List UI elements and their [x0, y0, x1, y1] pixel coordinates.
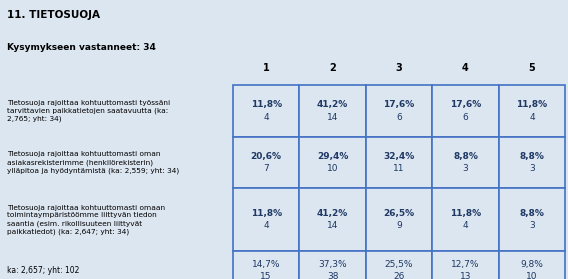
Text: 4: 4: [462, 62, 469, 73]
Text: 4: 4: [463, 221, 468, 230]
Text: 3: 3: [462, 164, 469, 173]
Text: 8,8%: 8,8%: [520, 209, 544, 218]
Text: 1: 1: [263, 62, 269, 73]
Text: Kysymykseen vastanneet: 34: Kysymykseen vastanneet: 34: [7, 43, 156, 52]
Text: 3: 3: [529, 221, 535, 230]
Text: 11,8%: 11,8%: [450, 209, 481, 218]
Text: 29,4%: 29,4%: [317, 152, 348, 161]
Text: 12,7%: 12,7%: [451, 260, 480, 269]
Text: 6: 6: [396, 112, 402, 122]
Text: 17,6%: 17,6%: [450, 100, 481, 109]
Text: 25,5%: 25,5%: [385, 260, 414, 269]
Text: 15: 15: [260, 272, 272, 279]
Text: 8,8%: 8,8%: [520, 152, 544, 161]
Text: 11,8%: 11,8%: [516, 100, 548, 109]
Text: Tietosuoja rajoittaa kohtuuttomasti työssäni
tarvittavien paikkatietojen saatavu: Tietosuoja rajoittaa kohtuuttomasti työs…: [7, 100, 170, 122]
Text: 4: 4: [264, 112, 269, 122]
Text: 41,2%: 41,2%: [317, 100, 348, 109]
Text: 9,8%: 9,8%: [520, 260, 544, 269]
Text: 20,6%: 20,6%: [250, 152, 282, 161]
Text: 38: 38: [327, 272, 339, 279]
Text: 5: 5: [529, 62, 535, 73]
Text: 11,8%: 11,8%: [250, 100, 282, 109]
Text: 11,8%: 11,8%: [250, 209, 282, 218]
Text: 2: 2: [329, 62, 336, 73]
Text: 32,4%: 32,4%: [383, 152, 415, 161]
Text: 10: 10: [327, 164, 339, 173]
Text: 4: 4: [529, 112, 534, 122]
Text: Tietosuoja rajoittaa kohtuuttomasti omaan
toimintaympäristöömme liittyvän tiedon: Tietosuoja rajoittaa kohtuuttomasti omaa…: [7, 205, 165, 235]
Text: 10: 10: [526, 272, 538, 279]
Text: 14: 14: [327, 221, 339, 230]
Text: 4: 4: [264, 221, 269, 230]
Text: 8,8%: 8,8%: [453, 152, 478, 161]
Text: 11. TIETOSUOJA: 11. TIETOSUOJA: [7, 10, 100, 20]
Text: 6: 6: [462, 112, 469, 122]
Text: 26: 26: [393, 272, 405, 279]
Text: Tietosuoja rajoittaa kohtuuttomasti oman
asiakasrekisterimme (henkilörekisterin): Tietosuoja rajoittaa kohtuuttomasti oman…: [7, 151, 179, 174]
Text: 41,2%: 41,2%: [317, 209, 348, 218]
Text: 14: 14: [327, 112, 339, 122]
Text: 14,7%: 14,7%: [252, 260, 281, 269]
Text: 13: 13: [460, 272, 471, 279]
Text: 11: 11: [393, 164, 405, 173]
Text: 37,3%: 37,3%: [318, 260, 347, 269]
Text: 7: 7: [263, 164, 269, 173]
Text: 26,5%: 26,5%: [383, 209, 415, 218]
Text: ka: 2,657; yht: 102: ka: 2,657; yht: 102: [7, 266, 79, 275]
Text: 3: 3: [529, 164, 535, 173]
Text: 9: 9: [396, 221, 402, 230]
Text: 17,6%: 17,6%: [383, 100, 415, 109]
Text: 3: 3: [396, 62, 402, 73]
